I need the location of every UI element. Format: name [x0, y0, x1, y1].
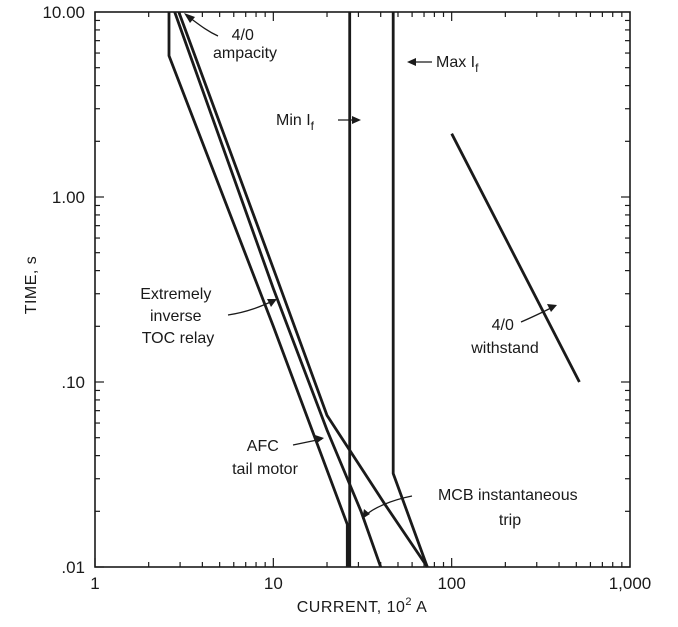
max-if-label: Max If — [436, 54, 479, 75]
tick-marks — [94, 12, 630, 568]
x-tick-label: 1 — [90, 574, 99, 593]
max-if-arrowhead — [407, 58, 416, 66]
mcb-arrowhead — [362, 509, 370, 519]
min-if-label: Min If — [276, 112, 315, 133]
x-axis-title: CURRENT, 102 A — [297, 596, 428, 616]
withstand-arrowhead — [547, 304, 557, 312]
y-tick-label: 10.00 — [42, 3, 85, 22]
y-tick-label: 1.00 — [52, 188, 85, 207]
x-tick-label: 1,000 — [609, 574, 652, 593]
series-afc-tail-motor — [167, 12, 349, 567]
afc-label: AFC tail motor — [232, 438, 298, 478]
y-tick-label: .01 — [61, 558, 85, 577]
x-tick-label: 100 — [437, 574, 465, 593]
relay-label: Extremely inverse TOC relay — [140, 286, 216, 347]
afc-arrowhead — [315, 435, 324, 443]
curves — [167, 11, 581, 568]
leader-arrowheads — [184, 13, 557, 519]
series-max-fault-current — [391, 12, 429, 568]
x-tick-label: 10 — [264, 574, 283, 593]
plot-frame — [94, 11, 631, 568]
series-extremely-inverse-toc-relay — [173, 11, 383, 568]
withstand-label: 4/0 withstand — [470, 317, 539, 357]
y-axis-title: TIME, s — [23, 256, 40, 315]
ampacity-label: 4/0 ampacity — [213, 27, 277, 62]
series-withstand-4-0 — [450, 133, 581, 383]
y-tick-label: .10 — [61, 373, 85, 392]
min-if-arrowhead — [352, 116, 361, 124]
leader-lines — [185, 14, 556, 518]
relay-arrowhead — [267, 299, 277, 307]
ampacity-arrowhead — [184, 13, 195, 23]
mcb-label: MCB instantaneous trip — [438, 487, 582, 529]
series-ampacity-4-0 — [177, 11, 429, 568]
tick-labels: 1 10 100 1,000 .01 .10 1.00 10.00 — [42, 3, 651, 593]
